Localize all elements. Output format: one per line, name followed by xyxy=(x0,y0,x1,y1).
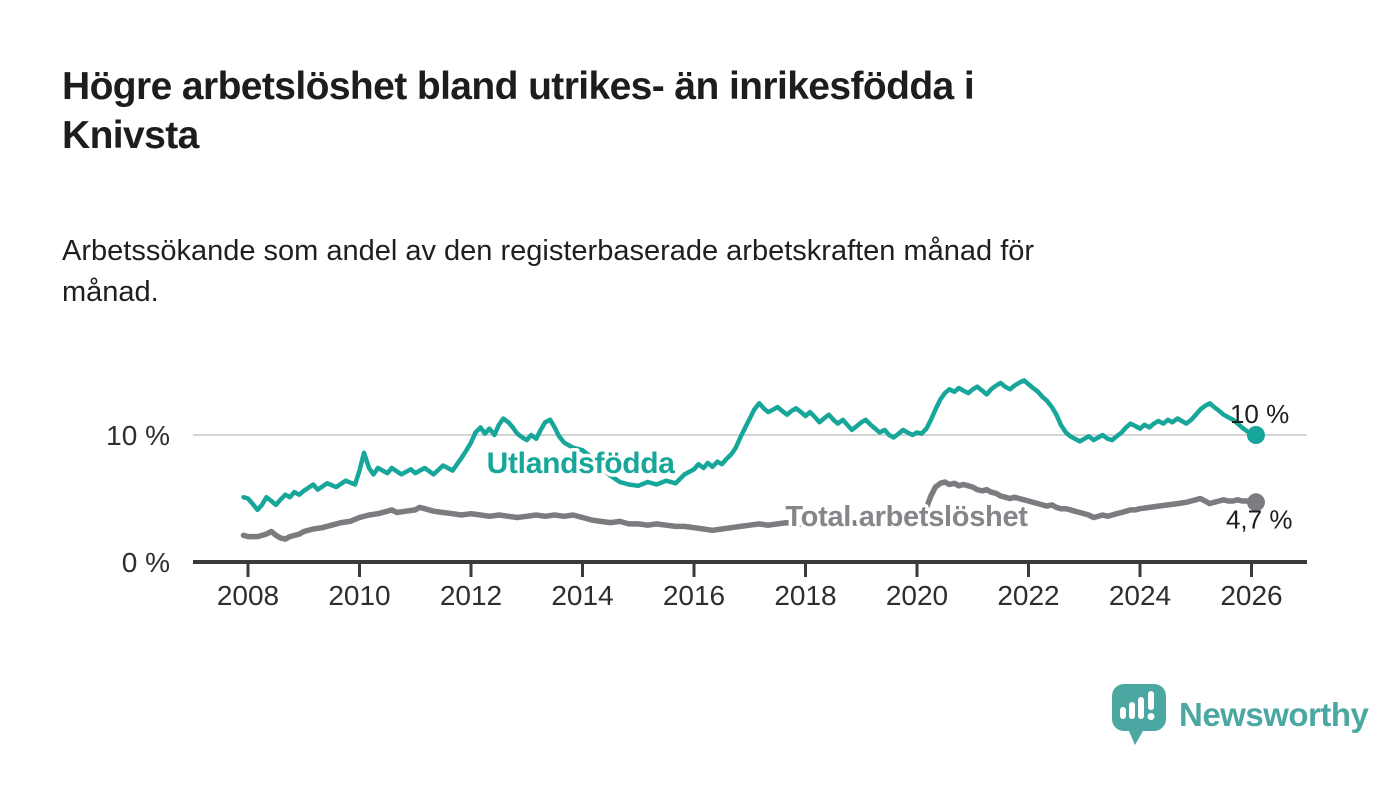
x-tick-label: 2018 xyxy=(774,580,836,611)
x-tick-label: 2010 xyxy=(328,580,390,611)
series-end-dot xyxy=(1246,493,1265,512)
x-tick-label: 2014 xyxy=(551,580,613,611)
series-label: Utlandsfödda xyxy=(487,447,676,480)
page-title: Högre arbetslöshet bland utrikes- än inr… xyxy=(62,62,1342,160)
x-tick-label: 2012 xyxy=(440,580,502,611)
bar-chart-speech-bubble-icon xyxy=(1112,684,1166,745)
subtitle-line-1: Arbetssökande som andel av den registerb… xyxy=(62,235,1035,267)
y-axis-label: 0 % xyxy=(122,547,170,578)
x-tick-label: 2008 xyxy=(217,580,279,611)
chart-subtitle: Arbetssökande som andel av den registerb… xyxy=(62,231,1302,313)
newsworthy-logo: Newsworthy xyxy=(1112,684,1369,746)
x-tick-label: 2024 xyxy=(1109,580,1171,611)
x-tick-label: 2022 xyxy=(997,580,1059,611)
y-axis-label: 10 % xyxy=(106,420,170,451)
subtitle-line-2: månad. xyxy=(62,276,159,308)
series-end-label: 10 % xyxy=(1230,399,1289,429)
x-tick-label: 2026 xyxy=(1220,580,1282,611)
series-label: Total arbetslöshet xyxy=(785,501,1028,533)
series-end-label: 4,7 % xyxy=(1226,504,1293,534)
series-end-dot xyxy=(1246,426,1265,444)
title-line-1: Högre arbetslöshet bland utrikes- än inr… xyxy=(62,65,975,108)
title-line-2: Knivsta xyxy=(62,114,199,157)
x-tick-label: 2016 xyxy=(663,580,725,611)
x-tick-label: 2020 xyxy=(886,580,948,611)
series-line-utlandsfodda xyxy=(241,378,1259,513)
newsworthy-logo-text: Newsworthy xyxy=(1179,696,1369,733)
series-line-total xyxy=(240,479,1259,542)
